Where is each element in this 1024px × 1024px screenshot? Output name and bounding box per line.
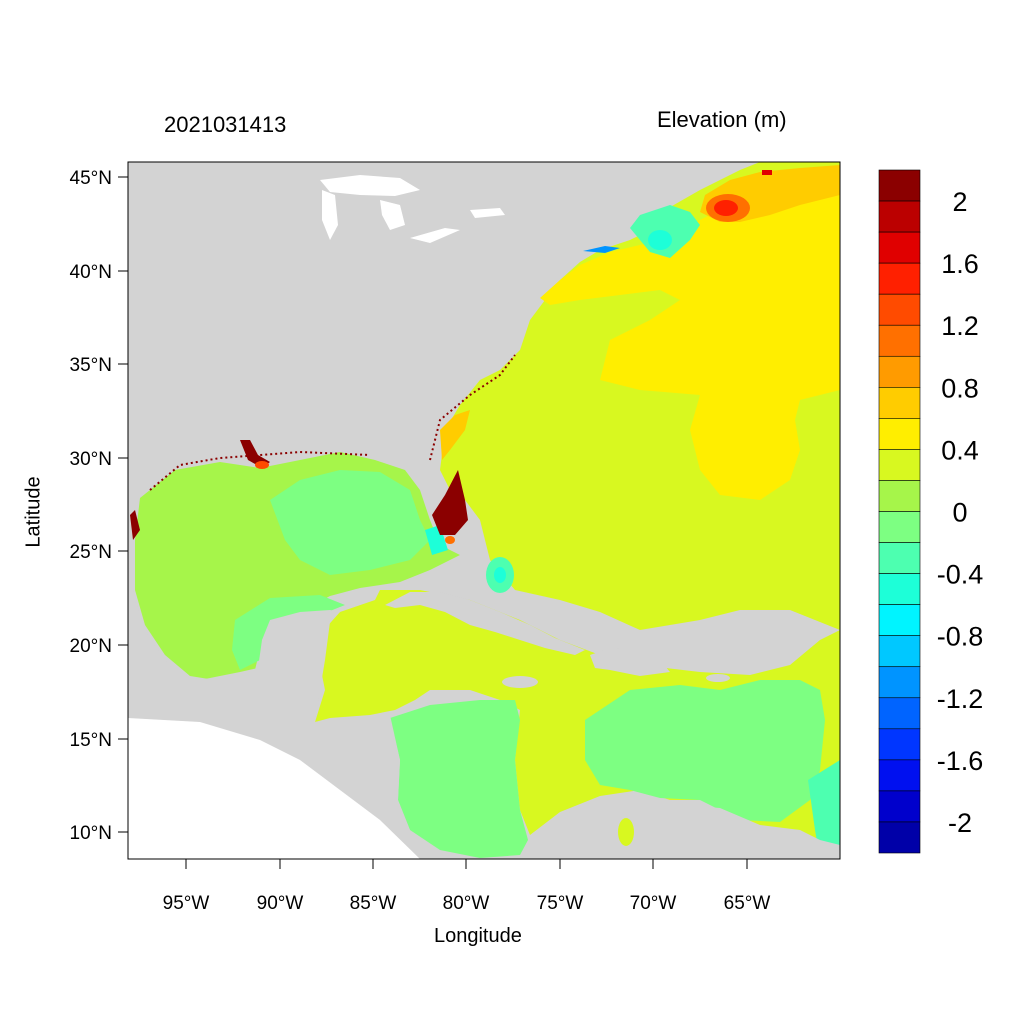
eastern-caribbean-low: [585, 680, 825, 822]
colorbar: [878, 169, 921, 854]
cuba-land: [385, 592, 585, 655]
y-tick-label: 30°N: [70, 449, 112, 470]
texas-coast-surge: [130, 510, 140, 540]
x-tick-label: 95°W: [163, 893, 210, 914]
florida-coast-high: [440, 410, 470, 460]
lake-superior: [320, 175, 420, 196]
gulf-coast-surge-edge: [255, 461, 269, 469]
x-axis: [185, 859, 748, 869]
y-tick-label: 20°N: [70, 636, 112, 657]
lake-maracaibo-high: [618, 818, 634, 846]
elevation-peak-2: [762, 170, 772, 175]
gulf-loop-low: [270, 470, 430, 575]
colorbar-swatch: [878, 790, 921, 823]
x-tick-label: 65°W: [724, 893, 771, 914]
long-island-sound-low: [583, 246, 620, 253]
western-caribbean-low: [390, 700, 528, 858]
y-tick-label: 35°N: [70, 355, 112, 376]
y-tick-label: 15°N: [70, 730, 112, 751]
x-tick-label: 80°W: [443, 893, 490, 914]
gulf-coast-surge: [240, 440, 270, 468]
colorbar-label: 0.8: [941, 373, 979, 403]
east-coastline-surge: [429, 354, 516, 461]
south-florida-surge: [432, 470, 468, 535]
colorbar-swatch: [878, 635, 921, 668]
elevation-peak-1-6: [714, 200, 738, 216]
colorbar-label: 2: [952, 187, 967, 217]
elevation-band-0-4: [540, 190, 840, 500]
colorbar-swatch: [878, 759, 921, 792]
colorbar-swatch: [878, 573, 921, 605]
colorbar-swatch: [878, 697, 921, 730]
lake-erie: [410, 228, 460, 243]
hispaniola-land: [590, 648, 670, 676]
colorbar-label: -2: [948, 808, 972, 838]
colorbar-swatch: [878, 200, 921, 233]
colorbar-swatch: [878, 387, 921, 419]
y-tick-label: 10°N: [70, 823, 112, 844]
gulf-of-maine-low-core: [648, 230, 672, 250]
colorbar-swatch: [878, 355, 921, 388]
y-tick-label: 25°N: [70, 542, 112, 563]
y-tick-label: 40°N: [70, 262, 112, 283]
colorbar-label: 0.4: [941, 435, 979, 465]
y-axis: [118, 176, 128, 833]
east-caribbean-edge-low: [808, 760, 840, 859]
bahamas-low-core: [494, 567, 506, 583]
colorbar-swatch: [878, 480, 921, 512]
x-axis-title: Longitude: [434, 925, 522, 947]
colorbar-swatch: [878, 666, 921, 699]
colorbar-label: 1.2: [941, 311, 979, 341]
y-tick-label: 45°N: [70, 168, 112, 189]
x-tick-label: 75°W: [537, 893, 584, 914]
variable-title: Elevation (m): [657, 107, 787, 132]
lake-ontario: [470, 208, 505, 218]
plot-border: [127, 161, 841, 860]
colorbar-swatch: [878, 449, 921, 481]
colorbar-swatch: [878, 821, 921, 854]
lake-huron: [380, 200, 405, 230]
south-america-land: [520, 795, 840, 859]
colorbar-label: -0.8: [937, 622, 984, 652]
colorbar-swatch: [878, 542, 921, 574]
colorbar-swatch: [878, 293, 921, 326]
lake-michigan: [322, 190, 338, 240]
colorbar-swatch: [878, 604, 921, 636]
colorbar-label: -1.6: [937, 746, 984, 776]
jamaica-land: [502, 676, 538, 688]
colorbar-labels: 2 1.6 1.2 0.8 0.4 0 -0.4 -0.8 -1.2 -1.6 -2: [937, 187, 984, 838]
colorbar-swatch: [878, 324, 921, 357]
puerto-rico-land: [706, 674, 730, 682]
south-florida-surge-edge: [445, 536, 455, 544]
colorbar-swatch: [878, 511, 921, 543]
colorbar-swatch: [878, 418, 921, 450]
x-tick-label: 70°W: [630, 893, 677, 914]
colorbar-label: 1.6: [941, 249, 979, 279]
colorbar-label: -1.2: [937, 684, 984, 714]
yucatan-land: [262, 610, 340, 660]
pacific-coast: [128, 718, 420, 859]
colorbar-label: -0.4: [937, 560, 984, 590]
x-tick-label: 85°W: [350, 893, 397, 914]
map-plot-area: [128, 162, 840, 859]
y-axis-title: Latitude: [22, 476, 45, 548]
x-tick-label: 90°W: [257, 893, 304, 914]
colorbar-label: 0: [952, 498, 967, 528]
colorbar-swatch: [878, 231, 921, 264]
colorbar-swatch: [878, 262, 921, 295]
colorbar-swatch: [878, 728, 921, 761]
gulf-coastline-surge: [149, 450, 371, 491]
colorbar-swatch: [878, 169, 921, 202]
timestamp-title: 2021031413: [164, 112, 287, 137]
